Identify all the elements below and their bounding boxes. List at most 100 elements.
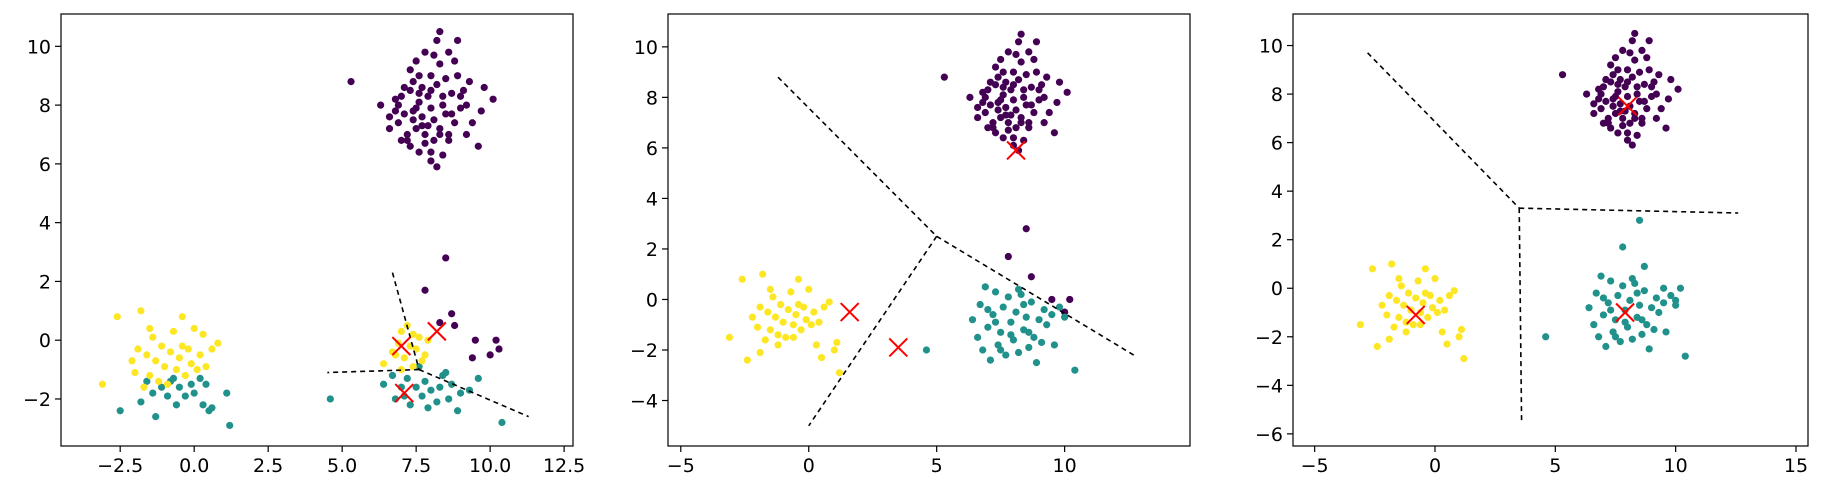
data-point [1638,119,1646,127]
data-point [409,330,417,338]
data-point [1640,262,1648,271]
data-point [1619,243,1627,251]
data-point [385,113,394,121]
data-point [128,357,136,365]
data-point [748,313,757,321]
data-point [1002,111,1010,119]
x-tick-label: 5 [931,455,943,477]
data-point [149,333,157,341]
data-point [1623,78,1632,86]
data-point [1356,321,1364,329]
data-point [1438,328,1446,336]
data-point [1607,277,1615,285]
data-point [968,316,977,324]
data-point [1619,122,1627,130]
data-point [997,328,1005,336]
data-point [1645,66,1653,74]
data-point [989,311,997,319]
data-point [981,108,989,117]
data-point [1599,294,1608,302]
y-tick-label: 0 [1271,278,1283,300]
data-point [1602,97,1610,105]
data-point [379,380,388,388]
data-point [922,346,931,354]
data-point [999,303,1007,311]
x-tick-label: 5 [1549,455,1561,477]
data-point [1604,299,1612,307]
data-point [181,392,189,400]
data-point [999,68,1007,76]
data-point [403,130,411,139]
data-point [498,418,506,427]
data-point [989,124,997,132]
data-point [1633,289,1641,297]
data-point [1012,308,1020,316]
data-point [456,104,465,112]
x-tick-label: −5 [1301,455,1329,477]
data-point [774,341,782,349]
data-point [1436,296,1444,304]
data-point [1633,90,1641,98]
data-point [787,288,795,296]
data-point [1657,105,1665,113]
data-point [1592,289,1600,297]
data-point [442,254,450,262]
data-point [397,136,405,144]
data-point [940,73,948,81]
data-point [1017,58,1025,66]
data-point [1061,313,1069,321]
x-tick-label: 0 [803,455,815,477]
x-tick-label: 0.0 [179,455,209,477]
centroid-stroke [1617,96,1638,116]
data-point [1030,108,1038,117]
data-point [1590,100,1598,108]
data-point [1004,252,1012,261]
y-tick-label: 6 [1271,133,1283,155]
data-point [436,130,444,139]
data-point [1055,78,1064,86]
data-point [451,119,459,127]
data-point [1050,341,1058,349]
data-point [190,389,198,397]
data-point [451,321,459,330]
data-point [442,110,450,118]
data-point [1585,304,1593,312]
data-point [1450,287,1458,295]
data-point [1635,301,1644,309]
data-point [1009,81,1018,89]
data-point [830,346,838,354]
data-point [391,95,400,103]
data-point [994,73,1002,81]
data-point [771,313,780,321]
data-point [427,72,435,80]
data-point [1066,295,1074,304]
data-point [1043,321,1051,329]
data-point [385,125,394,133]
centroid-marker [1615,302,1635,323]
data-point [1025,119,1033,127]
data-point [406,401,414,409]
data-point [1619,114,1627,122]
data-point [495,345,503,353]
data-point [792,311,800,319]
x-tick-label: 15 [1784,455,1808,477]
data-point [974,113,982,122]
data-point [158,383,166,391]
data-point [424,92,432,100]
data-point [160,363,169,371]
data-point [379,360,388,368]
data-point [193,365,201,374]
data-point [1643,321,1651,329]
data-point [427,86,435,95]
data-point [1404,289,1413,297]
data-point [1017,113,1025,122]
centroid-marker [888,337,909,358]
data-point [1681,352,1689,360]
y-tick-label: −2 [1255,327,1283,349]
data-point [406,66,414,74]
data-point [991,318,1000,326]
boundary-line [1518,208,1523,425]
data-point [1542,333,1550,341]
boundary-line [1367,52,1520,209]
centroid-stroke [394,383,415,403]
